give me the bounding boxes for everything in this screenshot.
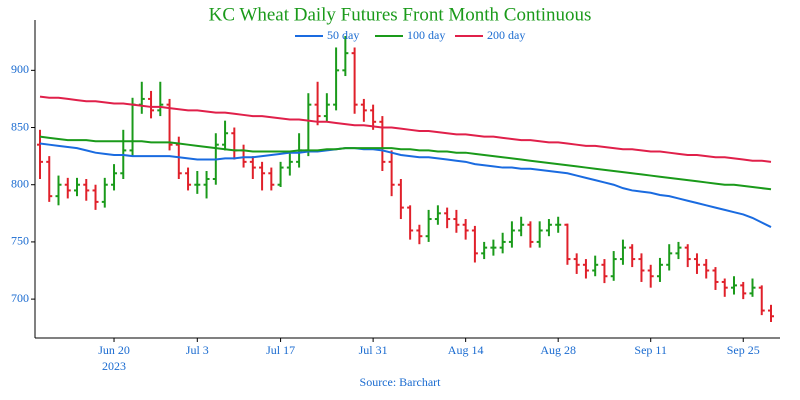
legend-label: 200 day — [487, 28, 525, 42]
y-tick-label: 750 — [11, 234, 29, 248]
x-tick-label: Jul 17 — [266, 343, 295, 357]
y-tick-label: 850 — [11, 119, 29, 133]
y-tick-label: 900 — [11, 62, 29, 76]
x-tick-label: Jul 3 — [186, 343, 209, 357]
x-tick-label: Jul 31 — [359, 343, 388, 357]
x-tick-label: Aug 28 — [540, 343, 576, 357]
ma-line — [39, 142, 772, 228]
x-tick-label: Jun 20 — [98, 343, 130, 357]
source-note: Source: Barchart — [360, 375, 442, 389]
legend-label: 100 day — [407, 28, 445, 42]
x-tick-label: Sep 25 — [727, 343, 760, 357]
ma-line — [39, 135, 772, 191]
legend-label: 50 day — [327, 28, 359, 42]
x-year-label: 2023 — [102, 359, 126, 373]
y-tick-label: 700 — [11, 291, 29, 305]
ma-line — [39, 95, 772, 163]
y-tick-label: 800 — [11, 176, 29, 190]
x-tick-label: Sep 11 — [634, 343, 667, 357]
chart-title: KC Wheat Daily Futures Front Month Conti… — [209, 4, 592, 25]
x-tick-label: Aug 14 — [448, 343, 484, 357]
